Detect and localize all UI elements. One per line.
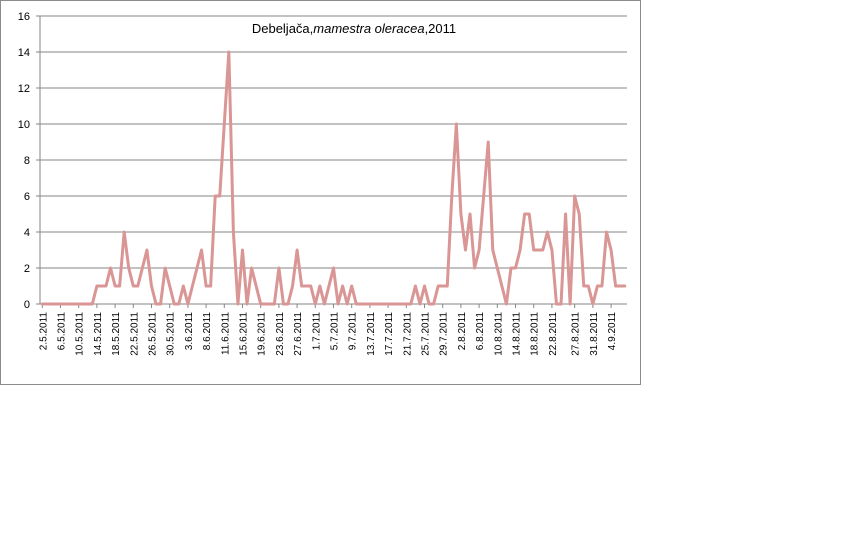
x-tick-label: 22.5.2011 xyxy=(129,312,140,356)
y-tick-labels: 0 2 4 6 8 10 12 14 16 xyxy=(18,11,30,311)
x-tick-label: 11.6.2011 xyxy=(220,312,231,355)
x-tick-label: 3.6.2011 xyxy=(184,312,195,351)
x-tick-label: 17.7.2011 xyxy=(384,312,395,356)
y-tick-label: 8 xyxy=(24,155,30,167)
x-tick-label: 18.8.2011 xyxy=(530,312,541,356)
chart-title-italic: mamestra oleracea xyxy=(313,21,424,36)
x-tick-label: 2.5.2011 xyxy=(38,312,49,351)
x-tick-label: 8.6.2011 xyxy=(202,312,213,351)
series-lines xyxy=(40,50,627,306)
series-line xyxy=(40,50,627,306)
chart-title-suffix: ,2011 xyxy=(425,21,457,36)
x-tick-label: 4.9.2011 xyxy=(607,312,618,351)
y-tick-label: 6 xyxy=(24,191,30,203)
x-tick-label: 15.6.2011 xyxy=(238,312,249,356)
x-tick-labels: 2.5.2011 6.5.2011 10.5.2011 14.5.2011 18.5.2… xyxy=(38,312,618,356)
x-tick-label: 5.7.2011 xyxy=(330,312,341,351)
x-tick-label: 13.7.2011 xyxy=(366,312,377,356)
x-tick-label: 22.8.2011 xyxy=(548,312,559,356)
x-tick-label: 10.8.2011 xyxy=(493,312,504,356)
x-tick-label: 19.6.2011 xyxy=(257,312,268,356)
x-tick-label: 21.7.2011 xyxy=(402,312,413,356)
y-tick-label: 14 xyxy=(18,47,30,59)
y-tick-label: 12 xyxy=(18,83,30,95)
y-tick-label: 16 xyxy=(18,11,30,23)
y-tick-label: 0 xyxy=(24,299,30,311)
chart-area xyxy=(0,0,641,385)
x-tick-label: 27.8.2011 xyxy=(571,312,582,356)
x-tick-label: 2.8.2011 xyxy=(457,312,468,351)
x-tick-label: 29.7.2011 xyxy=(439,312,450,356)
gridlines xyxy=(40,15,627,269)
y-tick-label: 2 xyxy=(24,263,30,275)
chart-title-prefix: Debeljača, xyxy=(252,21,313,36)
x-tick-label: 6.8.2011 xyxy=(475,312,486,351)
x-tick-label: 26.5.2011 xyxy=(147,312,158,356)
x-tick-label: 23.6.2011 xyxy=(275,312,286,356)
x-tick-label: 30.5.2011 xyxy=(166,312,177,356)
x-tick-label: 14.5.2011 xyxy=(93,312,104,356)
x-tick-label: 27.6.2011 xyxy=(293,312,304,356)
x-tick-label: 1.7.2011 xyxy=(311,312,322,351)
x-tick-label: 6.5.2011 xyxy=(56,312,67,351)
y-tick-label: 4 xyxy=(24,227,30,239)
x-tick-label: 9.7.2011 xyxy=(348,312,359,351)
x-tick-label: 18.5.2011 xyxy=(111,312,122,356)
x-tick-label: 10.5.2011 xyxy=(75,312,86,356)
axes xyxy=(36,15,627,308)
x-tick-label: 14.8.2011 xyxy=(512,312,523,356)
x-tick-label: 31.8.2011 xyxy=(589,312,600,356)
chart-title: Debeljača,mamestra oleracea,2011 xyxy=(252,21,456,36)
y-tick-label: 10 xyxy=(18,119,30,131)
x-tick-label: 25.7.2011 xyxy=(421,312,432,356)
